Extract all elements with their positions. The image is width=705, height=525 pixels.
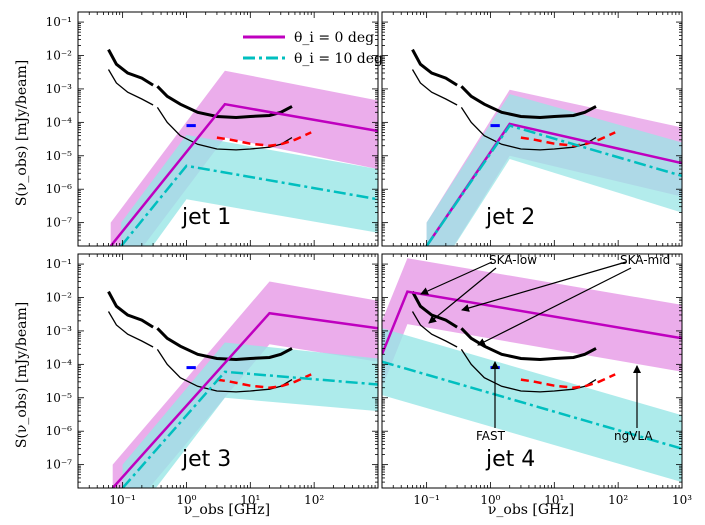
y-tick-label: 10⁻⁶ (46, 182, 73, 196)
series-line-theta10 (120, 164, 378, 246)
series-line-theta0 (109, 102, 378, 246)
y-tick-label: 10⁻¹ (46, 15, 72, 29)
y-tick-label: 10⁻⁷ (46, 458, 73, 472)
x-axis-label-right: ν_obs [GHz] (488, 502, 574, 518)
annotation-ska-mid: SKA-mid (620, 253, 670, 267)
ska-low-lower-curve (107, 311, 154, 348)
panel-label: jet 2 (485, 205, 535, 230)
annotation-ska-low: SKA-low (489, 253, 537, 267)
y-tick-label: 10⁻⁶ (46, 424, 73, 438)
legend-label-theta0: θ_i = 0 deg (294, 30, 374, 46)
y-tick-label: 10⁻³ (46, 324, 73, 338)
arrow-ska-mid-2 (477, 267, 632, 346)
series-line-theta0 (382, 290, 682, 355)
ska-low-upper-curve (107, 48, 154, 87)
series-line-theta10 (382, 360, 682, 450)
axis-ticks (77, 253, 379, 489)
instrument-annotations: SKA-low SKA-mid FAST ngVLA (420, 253, 670, 443)
ngvla-curve (216, 131, 312, 147)
y-tick-label: 10⁻⁴ (46, 115, 73, 129)
ska-low-lower-curve (107, 69, 154, 106)
x-axis-label-left: ν_obs [GHz] (184, 502, 270, 518)
panel-jet-2: jet 2 (381, 11, 683, 247)
arrow-ska-low-2 (428, 267, 497, 324)
y-axis-label-top: S(ν_obs) [mJy/beam] (14, 60, 30, 206)
ska-low-upper-curve (411, 290, 458, 329)
plot-area-2 (411, 48, 682, 246)
panel-label: jet 4 (485, 447, 535, 472)
series-line-theta10 (121, 370, 378, 488)
plot-area-4 (382, 258, 682, 483)
ska-low-upper-curve (411, 48, 458, 87)
panel-frame (77, 253, 379, 489)
series-line-theta10 (425, 124, 682, 246)
panel-frame (381, 11, 683, 247)
band-theta10 (121, 134, 378, 246)
y-tick-label: 10⁻⁴ (46, 357, 73, 371)
y-tick-label: 10⁻⁵ (46, 149, 73, 163)
y-tick-label: 10⁻² (46, 48, 73, 62)
y-tick-label: 10⁻⁵ (46, 391, 73, 405)
x-tick-label: 10⁻¹ (413, 493, 439, 507)
x-tick-label: 10³ (672, 493, 692, 507)
x-tick-label: 10² (608, 493, 628, 507)
annotation-fast: FAST (476, 429, 506, 443)
annotation-ngvla: ngVLA (614, 429, 653, 443)
axis-ticks (381, 253, 683, 489)
panel-jet-4: jet 4 10⁻¹ 10⁰ 10¹ 10² 10³ (381, 253, 692, 507)
ska-low-lower-curve (411, 311, 458, 348)
panel-frame (77, 11, 379, 247)
ska-mid-upper-curve (460, 85, 597, 120)
arrow-ska-low-1 (420, 261, 493, 295)
ngvla-curve (520, 131, 616, 147)
band-theta10 (122, 342, 378, 488)
x-tick-label: 10⁰ (480, 493, 500, 507)
band-theta0 (382, 258, 682, 388)
x-tick-label: 10⁻¹ (109, 493, 135, 507)
panel-label: jet 1 (181, 205, 231, 230)
band-theta10 (426, 94, 682, 246)
panel-jet-3: jet 3 10⁻⁷ 10⁻⁶ 10⁻⁵ 10⁻⁴ 10⁻³ 10⁻² 10⁻¹ 10⁻¹ 10… (46, 253, 379, 507)
axis-ticks (381, 11, 683, 247)
x-tick-label: 10⁰ (176, 493, 196, 507)
axis-ticks (77, 11, 379, 247)
x-tick-label: 10¹ (240, 493, 260, 507)
x-tick-label: 10² (304, 493, 324, 507)
x-tick-label: 10¹ (544, 493, 564, 507)
y-tick-label: 10⁻³ (46, 82, 73, 96)
y-tick-label: 10⁻² (46, 290, 73, 304)
plot-area-1 (107, 48, 378, 246)
ska-low-upper-curve (107, 290, 154, 329)
panel-jet-1: jet 1 10⁻⁷ 10⁻⁶ 10⁻⁵ 10⁻⁴ 10⁻³ 10⁻² 10⁻¹ (46, 11, 379, 247)
ska-mid-upper-curve (156, 327, 293, 362)
ska-low-lower-curve (411, 69, 458, 106)
y-tick-label: 10⁻¹ (46, 257, 72, 271)
panel-frame (381, 253, 683, 489)
ngvla-curve (216, 373, 312, 389)
arrow-ska-mid-1 (461, 261, 627, 312)
y-tick-label: 10⁻⁷ (46, 216, 73, 230)
series-line-theta0 (111, 311, 378, 488)
legend: θ_i = 0 deg θ_i = 10 deg (243, 30, 383, 67)
y-axis-label-bottom: S(ν_obs) [mJy/beam] (14, 302, 30, 448)
ngvla-curve (520, 373, 616, 389)
legend-label-theta10: θ_i = 10 deg (294, 51, 383, 67)
band-theta0 (110, 70, 378, 246)
panel-label: jet 3 (181, 447, 231, 472)
plot-area-3 (107, 281, 378, 488)
